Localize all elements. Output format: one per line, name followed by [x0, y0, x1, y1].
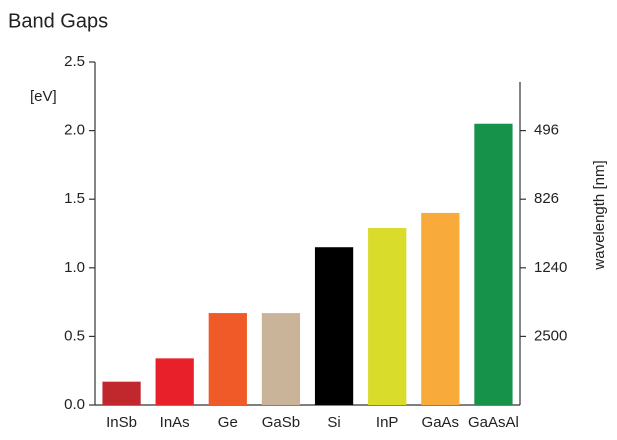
- x-tick-label: Ge: [218, 414, 238, 431]
- y2-axis-label: wavelength [nm]: [591, 160, 608, 270]
- bar: [368, 228, 407, 405]
- bar: [314, 247, 354, 405]
- x-tick-label: InSb: [106, 414, 137, 431]
- y-tick-label: 1.0: [64, 259, 85, 276]
- y2-tick-label: 1240: [534, 259, 567, 276]
- y-tick-label: 2.5: [64, 53, 85, 70]
- x-tick-label: Si: [327, 414, 340, 431]
- y-axis-label: [eV]: [30, 88, 57, 105]
- y-tick-label: 2.0: [64, 122, 85, 139]
- y2-tick-label: 2500: [534, 327, 567, 344]
- x-tick-label: InP: [376, 414, 399, 431]
- x-tick-label: InAs: [160, 414, 190, 431]
- y-tick-label: 0.5: [64, 327, 85, 344]
- bar: [474, 123, 513, 406]
- x-tick-label: GaAs: [422, 414, 460, 431]
- y2-tick-label: 826: [534, 190, 559, 207]
- chart-title: Band Gaps: [8, 10, 108, 32]
- bar: [261, 313, 301, 405]
- bar: [421, 212, 460, 405]
- x-tick-label: GaSb: [262, 414, 300, 431]
- y-tick-label: 0.0: [64, 396, 85, 413]
- y2-tick-label: 496: [534, 122, 559, 139]
- x-tick-label: GaAsAl: [468, 414, 519, 431]
- bar: [102, 381, 141, 405]
- bar: [155, 358, 194, 405]
- bar: [208, 313, 247, 405]
- y-tick-label: 1.5: [64, 190, 85, 207]
